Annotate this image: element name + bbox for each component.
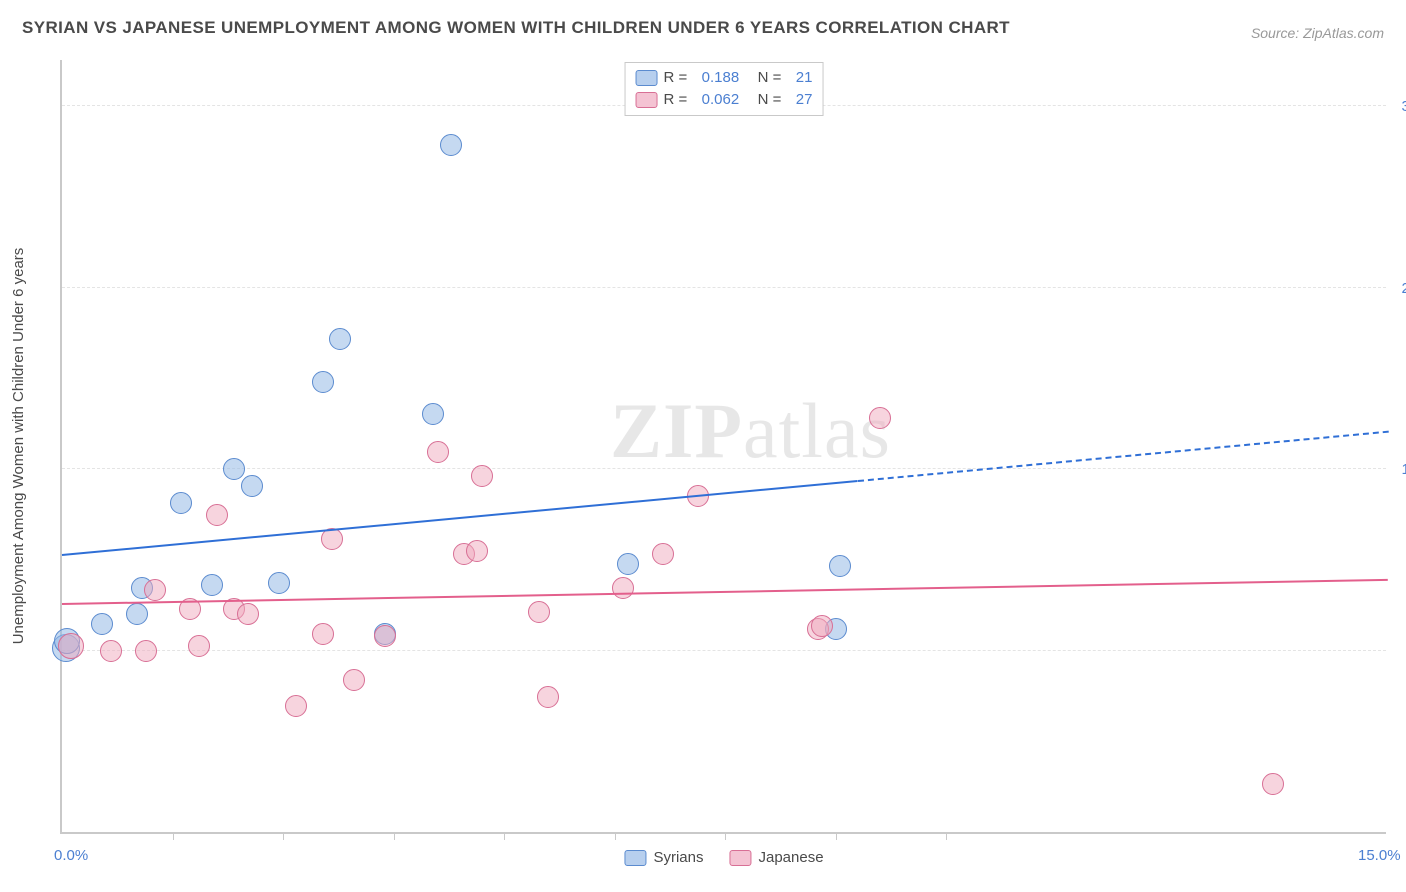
data-point (312, 371, 334, 393)
data-point (144, 579, 166, 601)
data-point (201, 574, 223, 596)
data-point (343, 669, 365, 691)
data-point (652, 543, 674, 565)
legend-r-value: 0.188 (693, 67, 739, 89)
x-tick (283, 832, 284, 840)
data-point (91, 613, 113, 635)
data-point (612, 577, 634, 599)
legend-n-label: N = (745, 89, 781, 111)
legend-row: R = 0.062 N = 27 (636, 89, 813, 111)
x-tick (946, 832, 947, 840)
x-tick (615, 832, 616, 840)
data-point (466, 540, 488, 562)
legend-r-value: 0.062 (693, 89, 739, 111)
gridline (62, 650, 1386, 651)
legend-n-value: 21 (787, 67, 812, 89)
legend-swatch (636, 70, 658, 86)
x-tick (725, 832, 726, 840)
data-point (188, 635, 210, 657)
data-point (223, 458, 245, 480)
gridline (62, 287, 1386, 288)
data-point (135, 640, 157, 662)
chart-title: SYRIAN VS JAPANESE UNEMPLOYMENT AMONG WO… (22, 18, 1010, 38)
x-tick (394, 832, 395, 840)
legend-label: Syrians (653, 849, 703, 866)
data-point (440, 134, 462, 156)
x-tick-label: 15.0% (1358, 847, 1401, 864)
legend-n-label: N = (745, 67, 781, 89)
watermark-rest: atlas (743, 387, 891, 474)
data-point (58, 633, 84, 659)
y-tick-label: 22.5% (1401, 280, 1406, 297)
legend-swatch (624, 850, 646, 866)
data-point (422, 403, 444, 425)
data-point (268, 572, 290, 594)
data-point (206, 504, 228, 526)
source-attribution: Source: ZipAtlas.com (1251, 25, 1384, 41)
stats-legend: R = 0.188 N = 21R = 0.062 N = 27 (625, 62, 824, 116)
x-tick-label: 0.0% (54, 847, 88, 864)
data-point (329, 328, 351, 350)
data-point (869, 407, 891, 429)
trend-line (858, 431, 1389, 482)
legend-item: Syrians (624, 849, 703, 866)
data-point (617, 553, 639, 575)
legend-n-value: 27 (787, 89, 812, 111)
legend-item: Japanese (729, 849, 823, 866)
data-point (312, 623, 334, 645)
data-point (321, 528, 343, 550)
trend-line (62, 578, 1388, 604)
data-point (811, 615, 833, 637)
data-point (528, 601, 550, 623)
data-point (537, 686, 559, 708)
data-point (427, 441, 449, 463)
legend-label: Japanese (758, 849, 823, 866)
data-point (126, 603, 148, 625)
legend-r-label: R = (664, 67, 688, 89)
data-point (241, 475, 263, 497)
legend-r-label: R = (664, 89, 688, 111)
data-point (237, 603, 259, 625)
x-tick (504, 832, 505, 840)
data-point (1262, 773, 1284, 795)
data-point (170, 492, 192, 514)
x-tick (173, 832, 174, 840)
x-tick (836, 832, 837, 840)
gridline (62, 468, 1386, 469)
y-axis-label: Unemployment Among Women with Children U… (10, 248, 27, 645)
y-tick-label: 15.0% (1401, 461, 1406, 478)
data-point (829, 555, 851, 577)
data-point (374, 625, 396, 647)
legend-row: R = 0.188 N = 21 (636, 67, 813, 89)
series-legend: Syrians Japanese (624, 849, 823, 866)
data-point (285, 695, 307, 717)
data-point (100, 640, 122, 662)
legend-swatch (729, 850, 751, 866)
legend-swatch (636, 92, 658, 108)
watermark-bold: ZIP (610, 387, 743, 474)
scatter-chart: ZIPatlas 7.5%15.0%22.5%30.0%0.0%15.0%R =… (60, 60, 1386, 834)
y-tick-label: 30.0% (1401, 98, 1406, 115)
watermark: ZIPatlas (610, 386, 891, 476)
data-point (471, 465, 493, 487)
